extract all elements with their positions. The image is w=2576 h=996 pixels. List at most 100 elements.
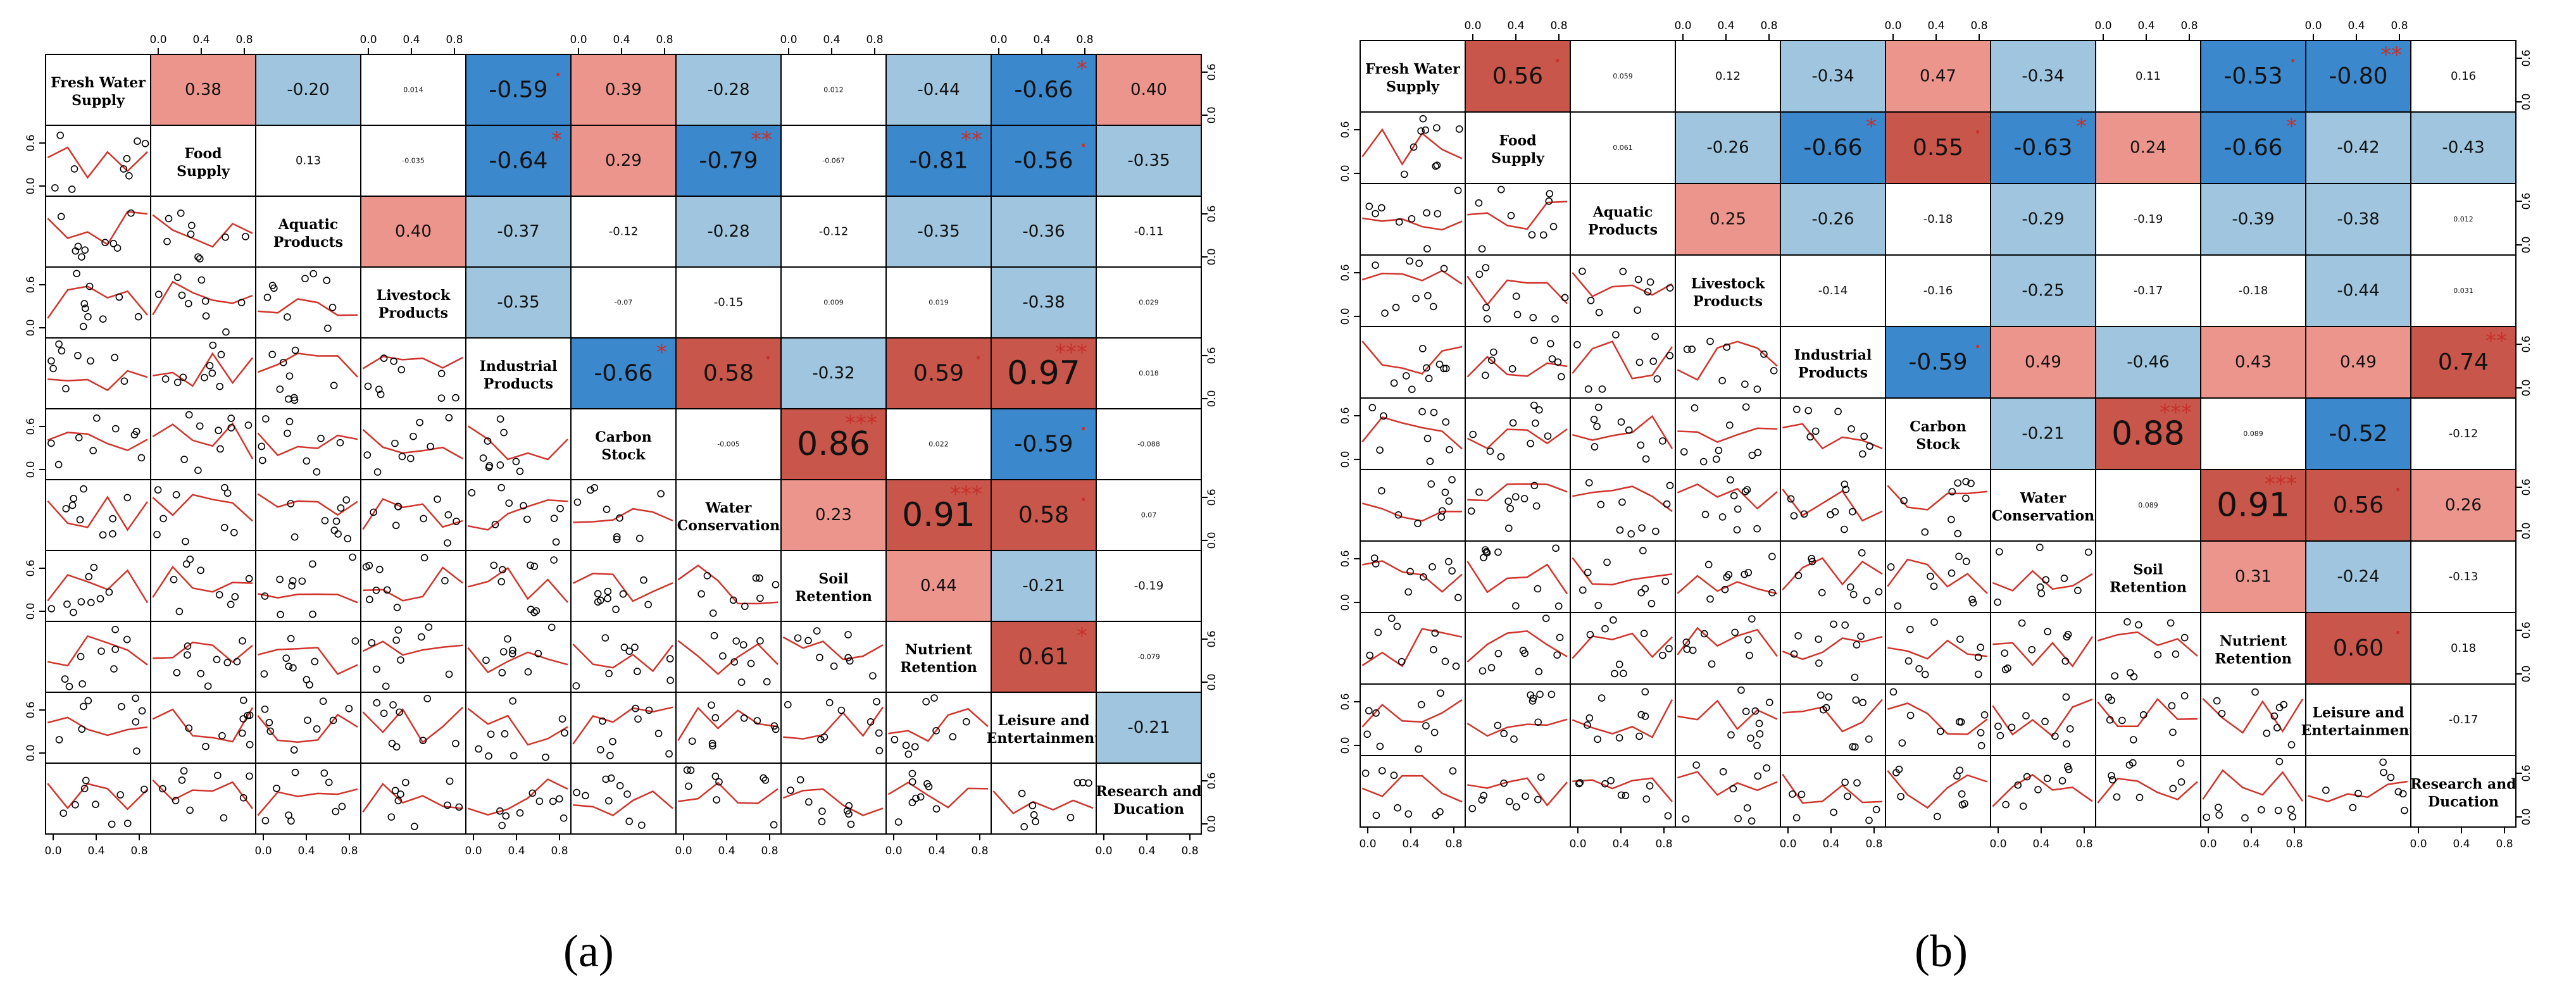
scatter-point	[1980, 711, 1989, 719]
scatter-point	[604, 595, 611, 602]
axis-tick-label: 0.8	[1655, 838, 1672, 850]
scatter-point	[82, 304, 89, 313]
scatter-point	[2129, 759, 2137, 767]
scatter-point	[2111, 672, 2118, 680]
scatter-point	[182, 560, 191, 568]
correlation-cell	[1096, 692, 1202, 764]
scatter-point	[411, 823, 418, 830]
scatter-point	[1032, 818, 1039, 826]
variable-label: Retention	[795, 588, 872, 605]
scatter-cell	[360, 621, 466, 693]
scatter-point	[1841, 778, 1849, 787]
scatter-point	[93, 414, 101, 422]
scatter-point	[1406, 257, 1413, 265]
scatter-point	[719, 652, 727, 660]
scatter-point	[101, 239, 109, 247]
scatter-point	[109, 530, 116, 538]
scatter-point	[47, 439, 55, 447]
correlation-cell	[675, 408, 782, 480]
smooth-line	[257, 647, 358, 675]
correlation-cell	[2095, 326, 2201, 399]
scatter-point	[1513, 803, 1520, 811]
correlation-value: -0.38	[1022, 293, 1065, 312]
scatter-point	[1974, 670, 1982, 678]
correlation-cell	[2410, 540, 2517, 613]
axis-tick-label: 0.8	[866, 34, 883, 46]
scatter-point	[285, 663, 292, 670]
axis-tick-label: 0.8	[2391, 20, 2408, 32]
scatter-point	[1790, 650, 1798, 658]
correlation-value: -0.66	[594, 361, 653, 387]
smooth-line	[153, 641, 253, 663]
scatter-point	[609, 738, 616, 745]
scatter-point	[1699, 458, 1708, 466]
scatter-point	[85, 282, 94, 290]
smooth-line	[47, 569, 149, 604]
scatter-point	[1815, 635, 1822, 643]
scatter-point	[325, 778, 333, 787]
axis-tick-label: 0.6	[2520, 764, 2533, 781]
smooth-line	[468, 499, 568, 531]
scatter-point	[911, 743, 919, 750]
scatter-point	[427, 442, 434, 451]
correlation-cell	[2305, 469, 2411, 542]
scatter-point	[309, 560, 316, 568]
scatter-point	[138, 707, 146, 715]
variable-label: Nutrient	[2220, 633, 2287, 650]
axis-tick-label: 0.6	[1339, 407, 1352, 424]
scatter-point	[376, 566, 384, 573]
scatter-point	[1958, 790, 1966, 798]
scatter-point	[613, 535, 621, 544]
scatter-point	[1381, 309, 1389, 317]
correlation-value: -0.19	[2134, 213, 2163, 226]
scatter-point	[1376, 446, 1384, 454]
scatter-point	[1400, 170, 1408, 178]
scatter-point	[233, 657, 241, 666]
diagonal-cell	[1360, 40, 1466, 113]
smooth-line	[1677, 427, 1778, 443]
scatter-point	[2241, 814, 2249, 822]
scatter-point	[873, 698, 880, 706]
axis-tick-label: 0.4	[2032, 838, 2049, 850]
scatter-point	[84, 313, 92, 321]
scatter-point	[1586, 631, 1594, 638]
scatter-point	[1768, 552, 1776, 561]
scatter-point	[277, 611, 284, 618]
scatter-point	[239, 637, 246, 645]
scatter-point	[813, 627, 821, 635]
scatter-point	[1445, 497, 1453, 505]
smooth-line	[1677, 771, 1778, 796]
scatter-point	[1547, 690, 1556, 699]
correlation-value: -0.26	[1811, 210, 1854, 229]
variable-label: Soil	[818, 571, 848, 587]
scatter-point	[497, 578, 506, 586]
significance-stars: *	[1077, 623, 1087, 649]
axis-tick-label: 0.8	[761, 845, 778, 857]
axis-tick-label: 0.0	[1339, 451, 1352, 468]
scatter-point	[242, 233, 249, 240]
scatter-point	[284, 429, 291, 437]
variable-label: Research and	[1096, 783, 1201, 800]
smooth-line	[1466, 275, 1568, 306]
scatter-point	[2273, 724, 2281, 731]
scatter-point	[573, 498, 582, 506]
scatter-point	[496, 415, 504, 423]
axis-tick-label: 0.8	[2285, 838, 2303, 850]
scatter-point	[2213, 697, 2221, 705]
correlation-value: 0.74	[2438, 349, 2489, 375]
scatter-point	[1576, 779, 1584, 787]
scatter-point	[1689, 646, 1697, 654]
scatter-point	[345, 704, 353, 713]
correlation-value: 0.018	[1139, 370, 1159, 378]
scatter-point	[604, 587, 612, 595]
correlation-value: -0.66	[2223, 135, 2282, 161]
scatter-point	[2066, 725, 2074, 733]
scatter-point	[1587, 297, 1595, 304]
scatter-point	[1553, 651, 1561, 659]
scatter-point	[246, 772, 253, 780]
scatter-point	[1394, 511, 1403, 519]
correlation-value: 0.23	[815, 506, 852, 525]
correlation-cell	[2410, 612, 2517, 685]
scatter-point	[1420, 573, 1427, 581]
correlation-cell	[2305, 397, 2411, 470]
